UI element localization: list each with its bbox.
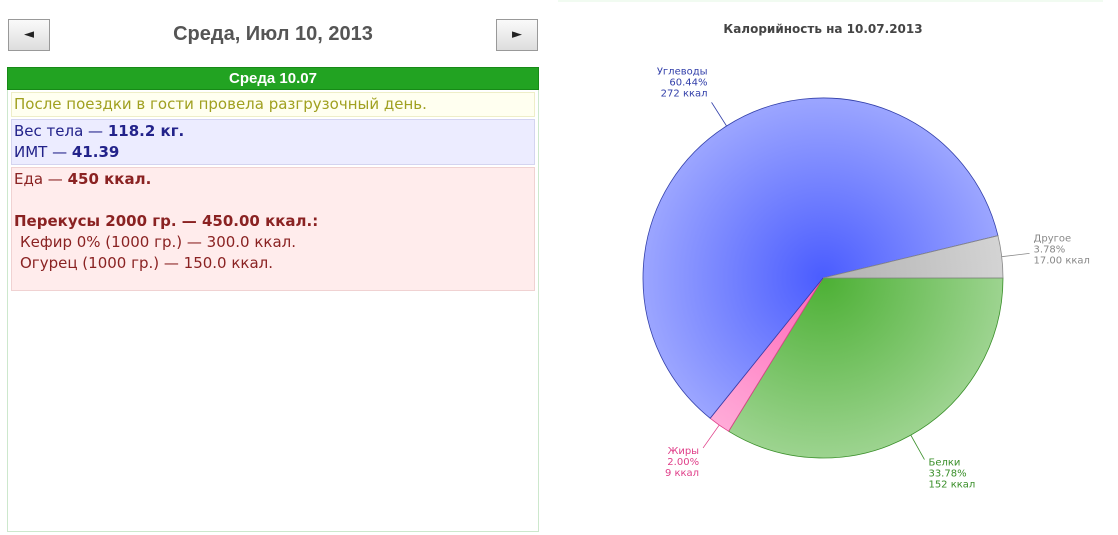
pie-slice <box>822 235 1004 279</box>
pie-slice <box>728 277 1004 459</box>
prev-button[interactable]: ◄ <box>8 19 50 51</box>
note: После поездки в гости провела разгрузочн… <box>11 92 535 117</box>
slice-label: Белки <box>928 458 960 469</box>
day-title: Среда 10.07 <box>7 67 539 90</box>
chart-title: Калорийность на 10.07.2013 <box>723 22 922 36</box>
food-label: Еда — <box>14 170 63 188</box>
weight-box: Вес тела — 118.2 кг. ИМТ — 41.39 <box>11 119 535 165</box>
slice-label: Другое <box>1034 233 1072 244</box>
spacer <box>14 190 532 211</box>
bmi-label: ИМТ — <box>14 143 68 161</box>
bmi: ИМТ — 41.39 <box>14 142 532 163</box>
kcal-label: 9 ккал <box>665 468 699 479</box>
slice-label: Углеводы <box>657 66 708 77</box>
leader-line <box>910 434 925 460</box>
left-panel: ◄ Среда, Июл 10, 2013 ► Среда 10.07 Посл… <box>0 0 548 532</box>
value-label: 3.78% <box>1034 244 1066 255</box>
food-box: Еда — 450 ккал. Перекусы 2000 гр. — 450.… <box>11 167 535 291</box>
value-label: 33.78% <box>928 469 966 480</box>
food: Еда — 450 ккал. <box>14 169 532 190</box>
chart: Калорийность на 10.07.2013 Белки33.78%15… <box>642 22 1090 491</box>
weight: Вес тела — 118.2 кг. <box>14 121 532 142</box>
kcal-label: 272 ккал <box>661 88 708 99</box>
weight-label: Вес тела — <box>14 122 104 140</box>
snack-item: Кефир 0% (1000 гр.) — 300.0 ккал. <box>20 233 297 251</box>
kcal-label: 152 ккал <box>928 480 975 491</box>
leader-line <box>702 424 720 449</box>
next-button[interactable]: ► <box>496 19 538 51</box>
bmi-value: 41.39 <box>71 143 120 161</box>
slice-label: Жиры <box>668 446 700 457</box>
weight-value: 118.2 кг. <box>107 122 185 140</box>
snacks-title: Перекусы 2000 гр. — 450.00 ккал.: <box>14 212 319 230</box>
value-label: 60.44% <box>669 77 707 88</box>
chart-panel: Калорийность на 10.07.2013 Белки 33.78% 15… <box>558 0 1103 533</box>
snack-item: Огурец (1000 гр.) — 150.0 ккал. <box>20 254 274 272</box>
food-value: 450 ккал. <box>67 170 152 188</box>
kcal-label: 17.00 ккал <box>1034 255 1090 266</box>
date-title: Среда, Июл 10, 2013 <box>173 23 373 45</box>
value-label: 2.00% <box>667 457 699 468</box>
leader-line <box>1001 252 1030 258</box>
day-box: Среда 10.07 После поездки в гости провел… <box>7 67 539 532</box>
leader-line <box>711 102 727 127</box>
